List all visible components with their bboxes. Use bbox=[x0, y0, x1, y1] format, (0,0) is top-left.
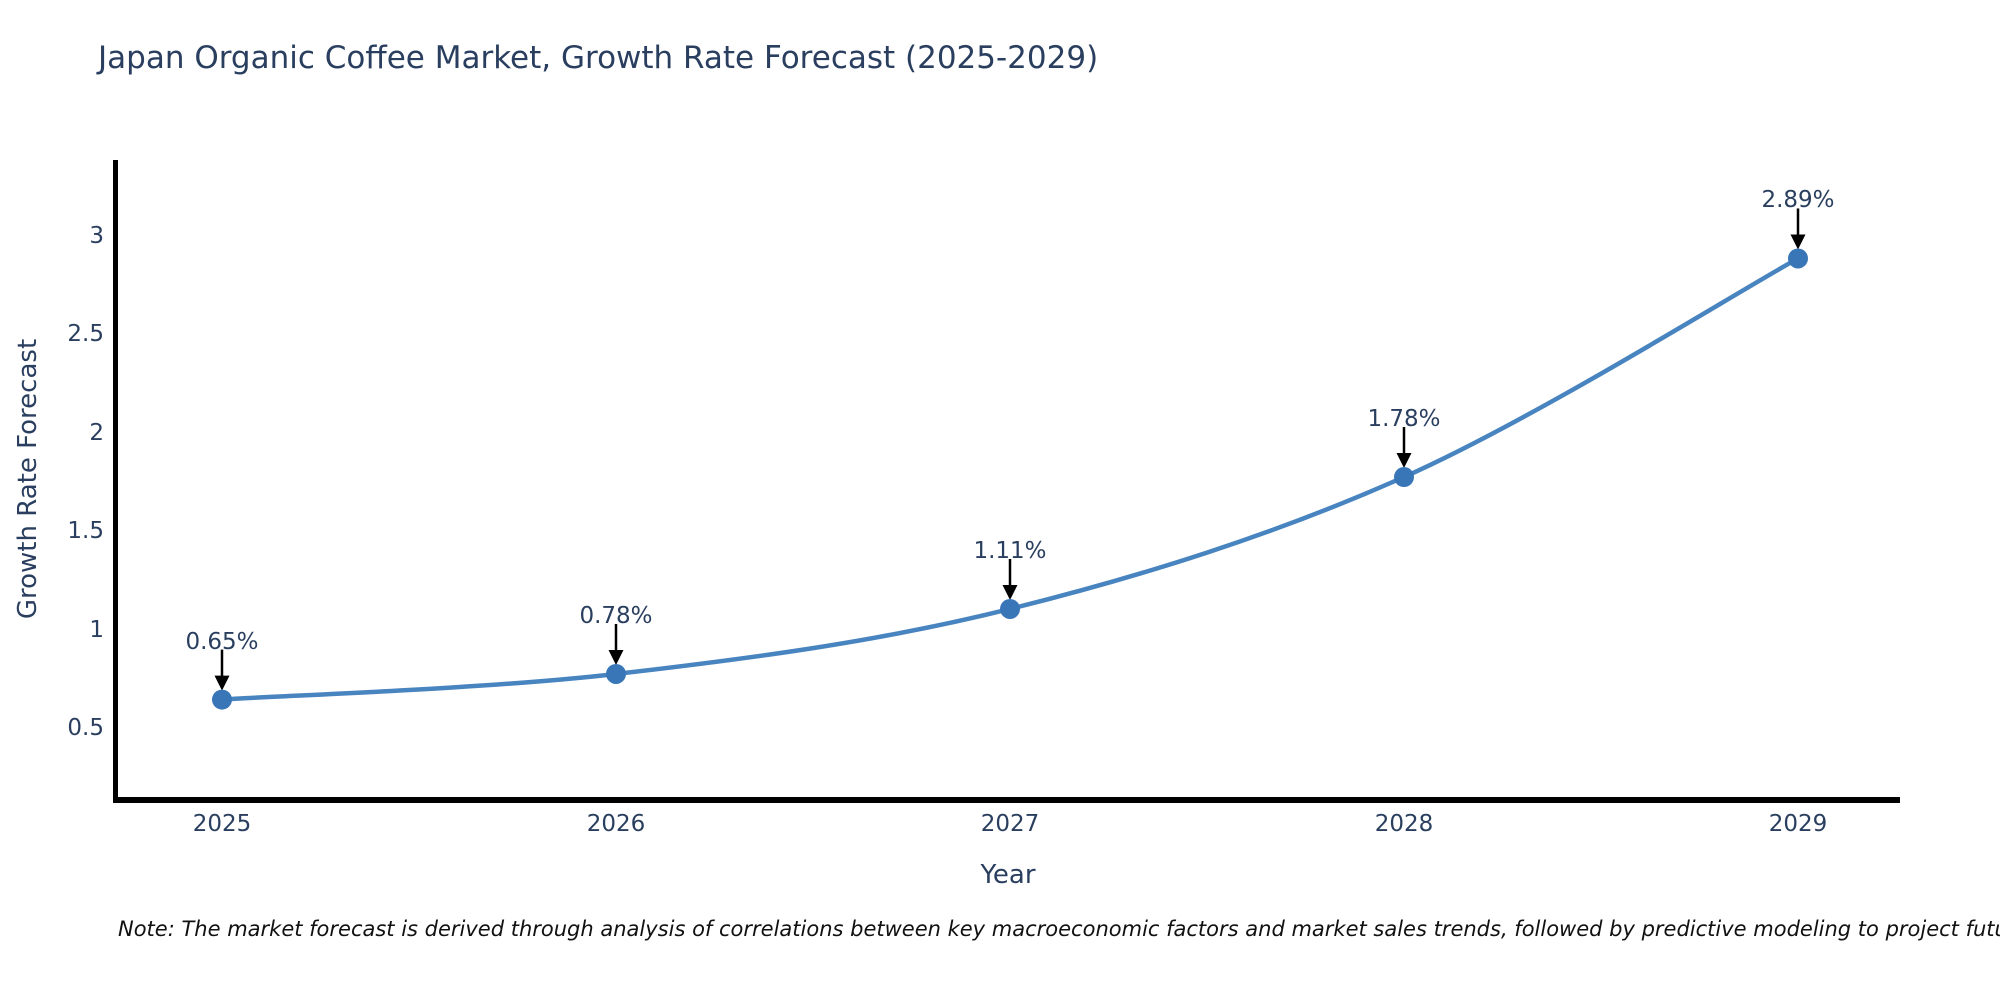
y-tick-label: 3 bbox=[89, 222, 104, 249]
point-annotation-label: 1.78% bbox=[1367, 406, 1441, 433]
annotation-arrowhead-icon bbox=[1790, 234, 1806, 250]
y-axis-title: Growth Rate Forecast bbox=[13, 338, 43, 620]
x-tick-label: 2025 bbox=[192, 811, 252, 837]
point-annotation-label: 2.89% bbox=[1761, 187, 1835, 214]
chart-title: Japan Organic Coffee Market, Growth Rate… bbox=[98, 40, 1099, 76]
annotation-arrowhead-icon bbox=[1396, 453, 1412, 469]
x-tick-label: 2028 bbox=[1374, 811, 1434, 837]
data-point-marker bbox=[606, 663, 626, 684]
x-tick-label: 2026 bbox=[586, 811, 646, 837]
x-axis-title: Year bbox=[980, 860, 1036, 890]
y-tick-label: 2.5 bbox=[67, 321, 104, 348]
y-tick-label: 1 bbox=[89, 616, 104, 643]
annotation-arrowhead-icon bbox=[1002, 584, 1018, 600]
point-annotation-label: 1.11% bbox=[973, 537, 1047, 564]
data-point-marker bbox=[1394, 467, 1414, 488]
data-point-marker bbox=[1000, 598, 1020, 619]
point-annotation-label: 0.65% bbox=[185, 628, 259, 655]
x-tick-label: 2027 bbox=[980, 811, 1040, 837]
y-tick-label: 1.5 bbox=[67, 518, 104, 545]
point-annotation-label: 0.78% bbox=[579, 602, 653, 629]
annotation-arrowhead-icon bbox=[214, 675, 230, 691]
y-tick-label: 2 bbox=[89, 419, 104, 446]
data-point-marker bbox=[1788, 248, 1808, 269]
x-tick-label: 2029 bbox=[1768, 811, 1828, 837]
y-tick-label: 0.5 bbox=[67, 715, 104, 742]
data-point-marker bbox=[212, 689, 232, 710]
annotation-arrowhead-icon bbox=[608, 649, 624, 665]
footnote: Note: The market forecast is derived thr… bbox=[118, 917, 2000, 941]
forecast-line bbox=[219, 256, 1801, 702]
